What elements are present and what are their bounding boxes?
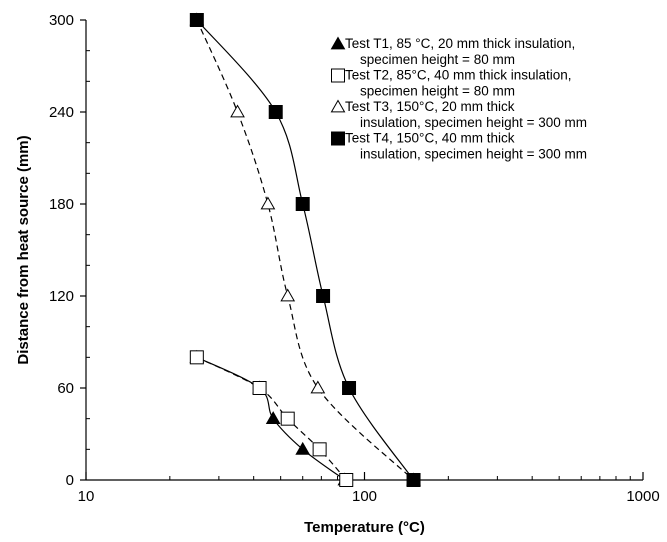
legend-label: insulation, specimen height = 300 mm bbox=[360, 147, 587, 162]
legend-marker-3 bbox=[330, 99, 346, 113]
x-tick-label: 100 bbox=[352, 488, 377, 505]
data-point-series-4 bbox=[268, 105, 283, 119]
y-ticks: 0 60 120 180 240 300 bbox=[49, 12, 90, 489]
y-tick-label: 0 bbox=[66, 472, 74, 489]
data-point-series-2 bbox=[280, 411, 295, 426]
x-ticks: 10 100 1000 bbox=[78, 472, 660, 505]
data-point-series-4 bbox=[189, 13, 204, 27]
data-point-series-4 bbox=[316, 289, 331, 303]
data-point-series-1 bbox=[295, 441, 311, 455]
y-tick-label: 60 bbox=[57, 380, 74, 397]
x-tick-label: 1000 bbox=[626, 488, 659, 505]
y-tick-label: 120 bbox=[49, 288, 74, 305]
x-axis-title: Temperature (°C) bbox=[304, 519, 425, 536]
data-point-series-3 bbox=[280, 288, 296, 302]
data-point-series-3 bbox=[230, 104, 245, 118]
data-point-series-2 bbox=[189, 350, 204, 365]
data-point-series-2 bbox=[339, 473, 354, 487]
legend-entry-2: Test T2, 85°C, 40 mm thick insulation,sp… bbox=[331, 68, 572, 99]
x-tick-label: 10 bbox=[78, 488, 95, 505]
series-line-4 bbox=[196, 19, 414, 481]
plot-area: 10 100 1000 0 60 120 180 240 300 bbox=[49, 12, 660, 505]
legend-entry-1: Test T1, 85 °C, 20 mm thick insulation,s… bbox=[330, 36, 575, 67]
data-point-series-3 bbox=[260, 196, 276, 210]
y-axis-title: Distance from heat source (mm) bbox=[15, 135, 32, 364]
legend-label: Test T4, 150°C, 40 mm thick bbox=[345, 131, 515, 146]
data-point-series-4 bbox=[406, 473, 421, 487]
legend-label: specimen height = 80 mm bbox=[360, 84, 515, 99]
legend-label: insulation, specimen height = 300 mm bbox=[360, 115, 587, 130]
series-markers bbox=[189, 12, 421, 487]
legend-label: specimen height = 80 mm bbox=[360, 52, 515, 67]
data-point-series-2 bbox=[312, 442, 327, 457]
legend-marker-1 bbox=[330, 36, 346, 50]
legend: Test T1, 85 °C, 20 mm thick insulation,s… bbox=[330, 36, 587, 162]
legend-label: Test T3, 150°C, 20 mm thick bbox=[345, 99, 515, 114]
data-point-series-2 bbox=[252, 381, 267, 395]
legend-label: Test T2, 85°C, 40 mm thick insulation, bbox=[345, 68, 572, 83]
y-tick-label: 300 bbox=[49, 12, 74, 29]
legend-marker-4 bbox=[331, 131, 345, 146]
data-point-series-4 bbox=[342, 381, 357, 395]
data-point-series-4 bbox=[295, 197, 310, 211]
legend-marker-2 bbox=[331, 68, 345, 83]
y-tick-label: 240 bbox=[49, 104, 74, 121]
legend-label: Test T1, 85 °C, 20 mm thick insulation, bbox=[345, 36, 575, 51]
y-tick-label: 180 bbox=[49, 196, 74, 213]
data-point-series-3 bbox=[310, 380, 326, 394]
data-point-series-1 bbox=[265, 411, 281, 425]
